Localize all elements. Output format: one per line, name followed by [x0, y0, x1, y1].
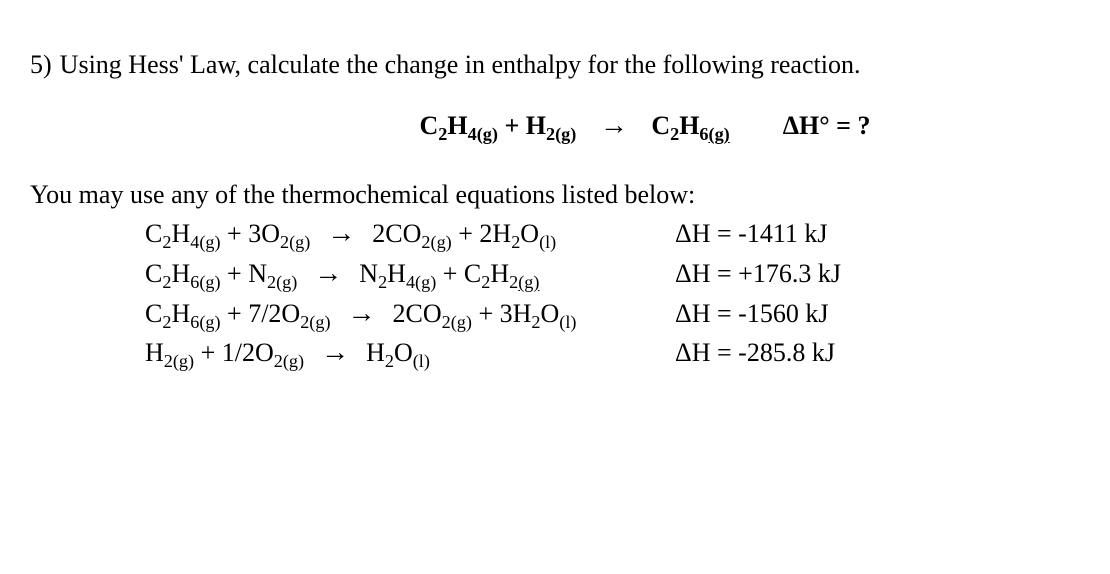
intro-text: You may use any of the thermochemical eq… [30, 180, 1060, 210]
reaction-row: H2(g) + 1/2O2(g) → H2O(l)ΔH = -285.8 kJ [145, 334, 1060, 374]
reaction-delta-h: ΔH = -285.8 kJ [675, 335, 835, 370]
arrow-icon: → [321, 334, 349, 372]
reaction-row: C2H4(g) + 3O2(g) → 2CO2(g) + 2H2O(l)ΔH =… [145, 215, 1060, 255]
reaction-row: C2H6(g) + N2(g) → N2H4(g) + C2H2(g)ΔH = … [145, 255, 1060, 295]
main-reactant-1: C2H4(g) [420, 111, 498, 140]
reactions-list: C2H4(g) + 3O2(g) → 2CO2(g) + 2H2O(l)ΔH =… [30, 215, 1060, 374]
arrow-icon: → [600, 110, 628, 142]
plus: + [498, 111, 526, 140]
question-text: Using Hess' Law, calculate the change in… [60, 50, 861, 80]
main-product-1: C2H6(g) [651, 111, 729, 140]
reaction-equation: H2(g) + 1/2O2(g) → H2O(l) [145, 334, 675, 374]
reaction-equation: C2H6(g) + 7/2O2(g) → 2CO2(g) + 3H2O(l) [145, 295, 675, 335]
reaction-delta-h: ΔH = -1560 kJ [675, 296, 828, 331]
reaction-row: C2H6(g) + 7/2O2(g) → 2CO2(g) + 3H2O(l)ΔH… [145, 295, 1060, 335]
reaction-delta-h: ΔH = -1411 kJ [675, 216, 827, 251]
reaction-delta-h: ΔH = +176.3 kJ [675, 256, 841, 291]
reaction-equation: C2H6(g) + N2(g) → N2H4(g) + C2H2(g) [145, 255, 675, 295]
question-line: 5) Using Hess' Law, calculate the change… [30, 50, 1060, 80]
arrow-icon: → [327, 215, 355, 253]
main-reaction: C2H4(g) + H2(g) → C2H6(g) ΔH° = ? [30, 110, 1060, 145]
arrow-icon: → [314, 255, 342, 293]
reaction-equation: C2H4(g) + 3O2(g) → 2CO2(g) + 2H2O(l) [145, 215, 675, 255]
arrow-icon: → [348, 295, 376, 333]
question-number: 5) [30, 50, 52, 80]
main-delta-h: ΔH° = ? [783, 111, 871, 140]
main-reactant-2: H2(g) [526, 111, 577, 140]
